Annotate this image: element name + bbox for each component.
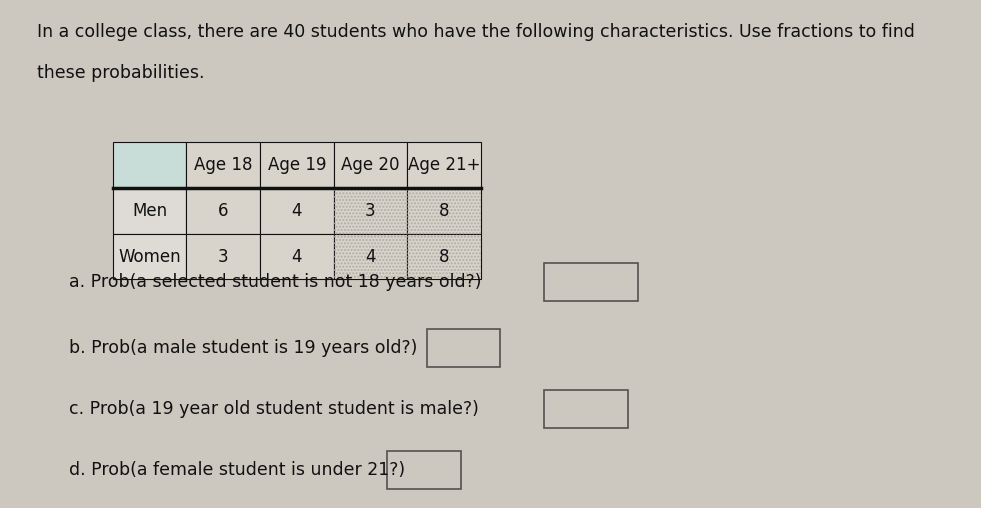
Bar (387, 451, 461, 489)
Bar (334, 188, 407, 234)
Bar (260, 234, 334, 279)
Text: Women: Women (119, 247, 181, 266)
Text: 8: 8 (439, 247, 449, 266)
Text: 4: 4 (291, 247, 302, 266)
Bar (113, 142, 186, 188)
Text: these probabilities.: these probabilities. (37, 64, 205, 81)
Bar (186, 142, 260, 188)
Bar (260, 188, 334, 234)
Bar (427, 329, 500, 367)
Bar (407, 234, 481, 279)
Bar (260, 142, 334, 188)
Bar (407, 142, 481, 188)
Text: Age 20: Age 20 (341, 156, 399, 174)
Bar (113, 188, 186, 234)
Text: 6: 6 (218, 202, 229, 220)
Bar (334, 234, 407, 279)
Bar (334, 234, 407, 279)
Text: b. Prob(a male student is 19 years old?): b. Prob(a male student is 19 years old?) (69, 339, 417, 357)
Bar (407, 188, 481, 234)
Bar (407, 188, 481, 234)
Text: a. Prob(a selected student is not 18 years old?): a. Prob(a selected student is not 18 yea… (69, 273, 481, 291)
Bar (334, 188, 407, 234)
Text: 4: 4 (365, 247, 376, 266)
Text: d. Prob(a female student is under 21?): d. Prob(a female student is under 21?) (69, 461, 405, 479)
Bar (544, 390, 628, 428)
Text: 3: 3 (218, 247, 229, 266)
Text: 4: 4 (291, 202, 302, 220)
Text: In a college class, there are 40 students who have the following characteristics: In a college class, there are 40 student… (37, 23, 915, 41)
Bar (186, 234, 260, 279)
Text: Age 18: Age 18 (194, 156, 252, 174)
Text: 8: 8 (439, 202, 449, 220)
Bar (544, 263, 638, 301)
Bar (334, 142, 407, 188)
Text: 3: 3 (365, 202, 376, 220)
Bar (407, 234, 481, 279)
Bar (113, 234, 186, 279)
Text: c. Prob(a 19 year old student student is male?): c. Prob(a 19 year old student student is… (69, 400, 479, 418)
Text: Age 19: Age 19 (268, 156, 326, 174)
Text: Men: Men (132, 202, 167, 220)
Bar (186, 188, 260, 234)
Text: Age 21+: Age 21+ (408, 156, 480, 174)
